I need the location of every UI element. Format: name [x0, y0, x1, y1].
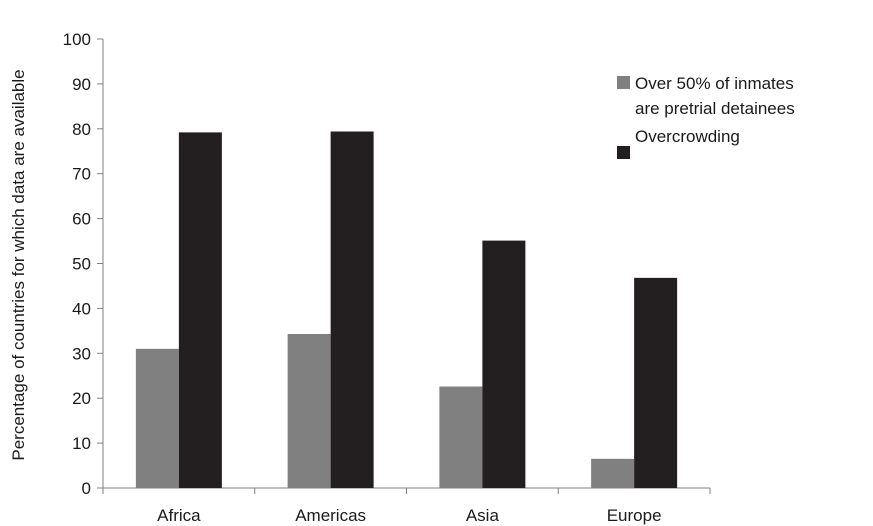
bar-overcrowding: [179, 132, 222, 488]
y-tick-label: 10: [72, 434, 91, 453]
y-tick-label: 90: [72, 75, 91, 94]
x-tick-label: Asia: [466, 506, 500, 525]
y-axis-ticks: 0 10 20 30 40 50 60 70 80 90 100: [63, 30, 103, 498]
y-tick-label: 0: [82, 479, 91, 498]
y-axis-label: Percentage of countries for which data a…: [9, 69, 28, 460]
x-tick-label: Africa: [157, 506, 201, 525]
y-tick-label: 70: [72, 165, 91, 184]
y-tick-label: 100: [63, 30, 91, 49]
bar-pretrial: [591, 459, 634, 488]
bar-overcrowding: [331, 131, 374, 488]
legend-label: Over 50% of inmates are pretrial detainee…: [635, 74, 795, 118]
legend: Over 50% of inmates are pretrial detainee…: [617, 74, 795, 159]
legend-label: Overcrowding: [635, 127, 740, 146]
bar-pretrial: [136, 349, 179, 488]
y-tick-label: 80: [72, 120, 91, 139]
bars: [136, 131, 677, 488]
x-tick-label: Europe: [607, 506, 662, 525]
y-tick-label: 40: [72, 299, 91, 318]
x-tick-label: Americas: [295, 506, 366, 525]
legend-swatch: [617, 146, 630, 159]
y-tick-label: 60: [72, 210, 91, 229]
bar-pretrial: [288, 334, 331, 488]
bar-overcrowding: [482, 241, 525, 488]
y-tick-label: 50: [72, 255, 91, 274]
x-axis-ticks: Africa Americas Asia Europe: [103, 488, 710, 525]
y-tick-label: 20: [72, 389, 91, 408]
bar-pretrial: [439, 387, 482, 488]
y-tick-label: 30: [72, 344, 91, 363]
bar-overcrowding: [634, 278, 677, 488]
legend-swatch: [617, 76, 630, 89]
